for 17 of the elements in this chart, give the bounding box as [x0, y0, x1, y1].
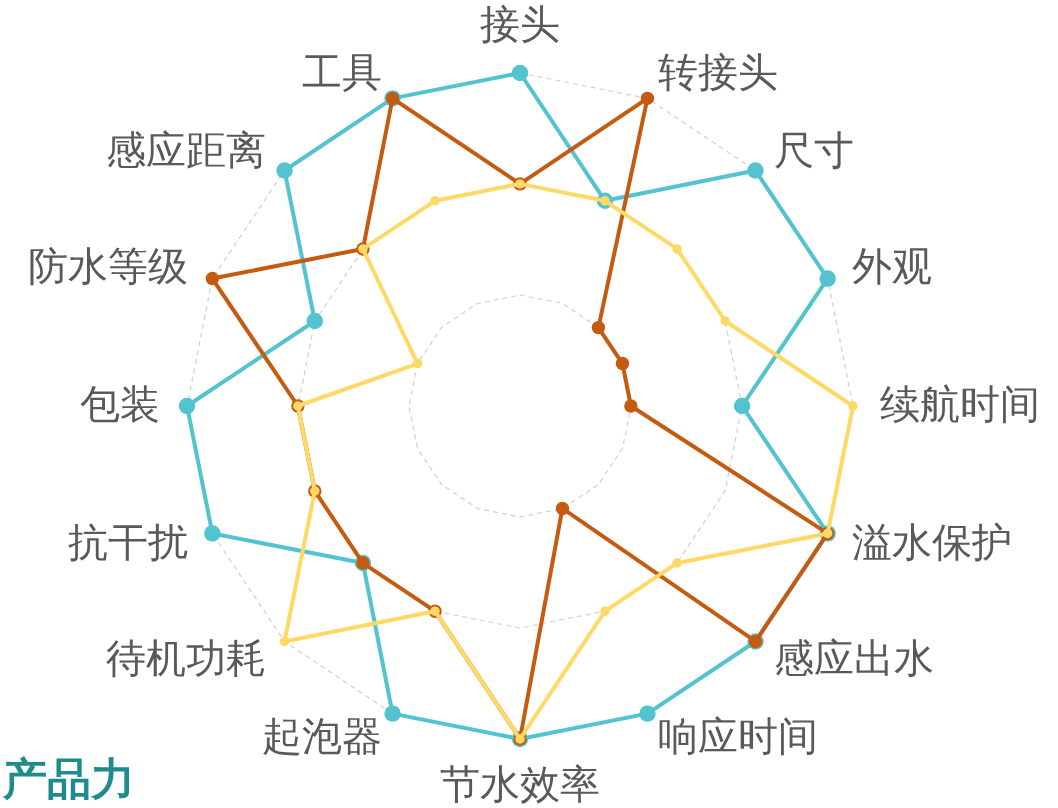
text: 产品力: [2, 753, 136, 805]
spoke-label: 响应时间: [657, 713, 818, 760]
spoke-label: 感应出水: [774, 635, 935, 682]
spoke-label: 防水等级: [27, 243, 188, 290]
spoke-label: 待机功耗: [105, 635, 266, 682]
spoke-label: 接头: [480, 1, 560, 48]
spoke-label: 转接头: [657, 48, 778, 95]
spoke-label: 节水效率: [440, 760, 600, 807]
spoke-label: 外观: [852, 243, 933, 290]
spoke-label: 起泡器: [262, 713, 383, 760]
spoke-label: 感应距离: [105, 126, 266, 173]
spoke-label: 续航时间: [879, 381, 1040, 427]
spoke-label: 工具: [302, 48, 383, 95]
spoke-label: 抗干扰: [67, 518, 188, 565]
spoke-label: 包装: [80, 381, 161, 427]
spoke-label: 尺寸: [774, 126, 855, 173]
spoke-label: 溢水保护: [852, 518, 1013, 565]
